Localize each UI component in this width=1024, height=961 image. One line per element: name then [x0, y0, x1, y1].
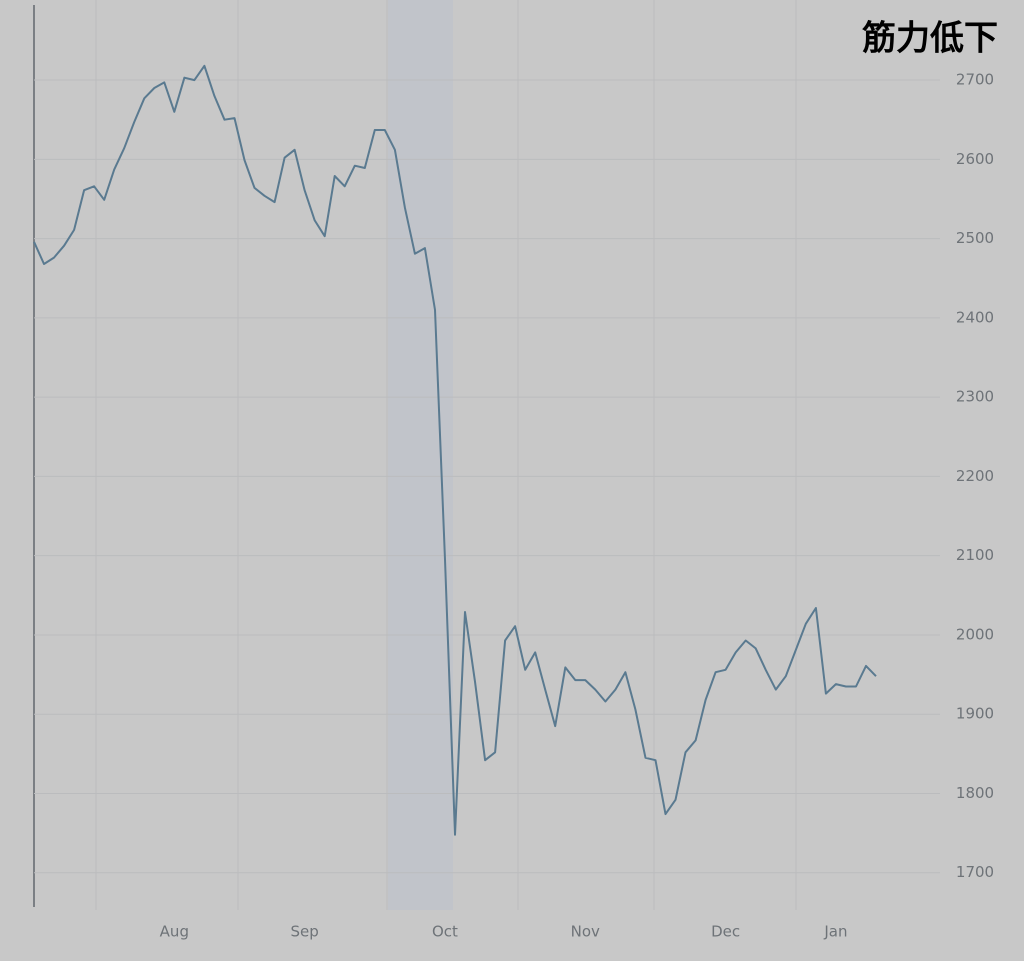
x-tick-label: Nov: [571, 923, 600, 941]
y-tick-label: 2500: [956, 229, 994, 247]
y-tick-label: 2000: [956, 625, 994, 643]
price-line: [33, 64, 877, 836]
vertical-grid: [95, 0, 797, 910]
y-tick-label: 2300: [956, 388, 994, 406]
y-tick-label: 2400: [956, 308, 994, 326]
y-tick-label: 2600: [956, 150, 994, 168]
y-tick-label: 1700: [956, 863, 994, 881]
y-tick-label: 2200: [956, 467, 994, 485]
highlight-band: [388, 0, 453, 910]
x-tick-label: Jan: [823, 923, 847, 941]
x-tick-label: Sep: [291, 923, 319, 941]
chart-title: 筋力低下: [862, 19, 998, 59]
y-tick-label: 1800: [956, 784, 994, 802]
y-tick-label: 2700: [956, 71, 994, 89]
x-tick-label: Dec: [711, 923, 740, 941]
y-tick-label: 1900: [956, 705, 994, 723]
y-tick-label: 2100: [956, 546, 994, 564]
x-tick-label: Oct: [432, 923, 458, 941]
x-tick-label: Aug: [160, 923, 189, 941]
